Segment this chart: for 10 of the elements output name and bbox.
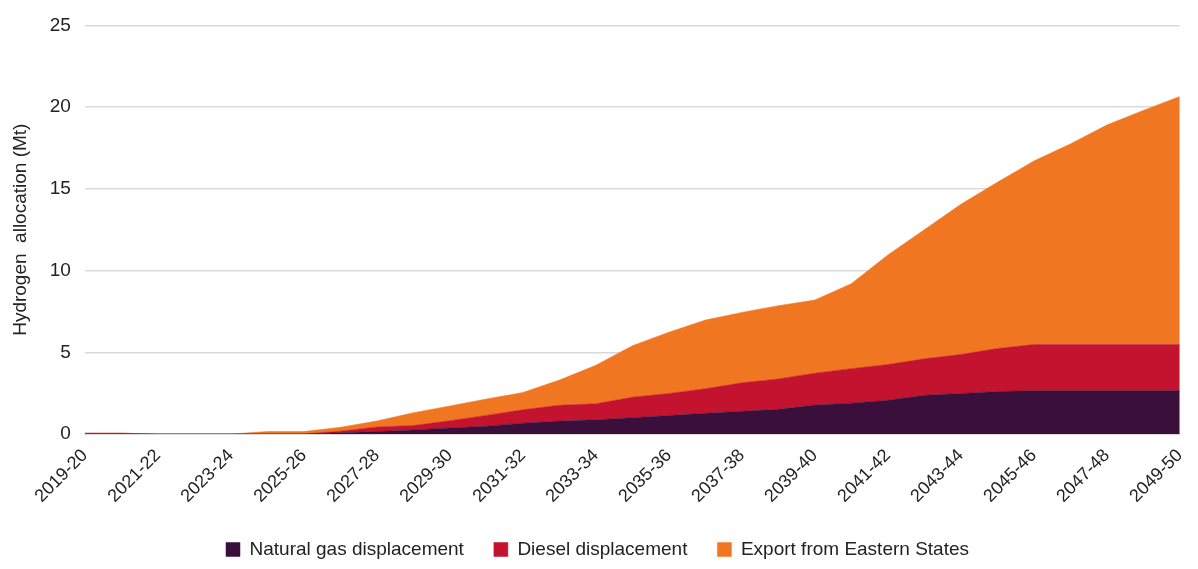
y-axis-title: Hydrogen allocation (Mt) <box>8 123 30 336</box>
legend-label: Diesel displacement <box>517 537 689 559</box>
y-tick-label: 10 <box>49 258 71 280</box>
y-tick-label: 15 <box>49 177 71 199</box>
legend-label: Export from Eastern States <box>740 537 970 559</box>
y-tick-label: 25 <box>49 13 71 35</box>
y-tick-label: 5 <box>60 340 71 362</box>
y-tick-label: 20 <box>49 95 71 117</box>
legend-label: Natural gas displacement <box>249 537 465 559</box>
y-tick-label: 0 <box>60 422 71 444</box>
